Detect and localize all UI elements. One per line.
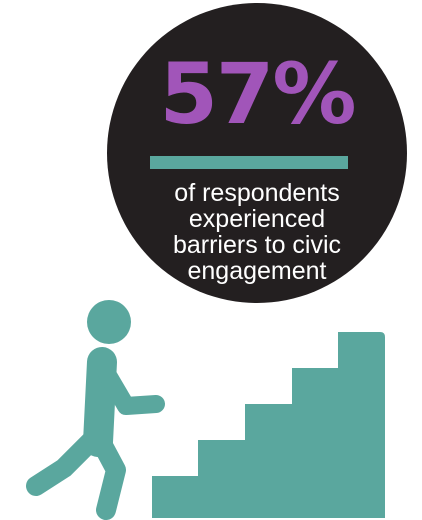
divider-rule bbox=[150, 156, 348, 169]
caption-line: of respondents bbox=[174, 179, 340, 207]
walking-person-icon bbox=[26, 300, 165, 520]
staircase-icon bbox=[152, 332, 385, 518]
stat-caption: of respondents experienced barriers to c… bbox=[107, 180, 407, 284]
stat-circle bbox=[107, 3, 407, 303]
caption-line: barriers to civic bbox=[172, 231, 342, 259]
caption-line: experienced bbox=[188, 205, 326, 233]
caption-line: engagement bbox=[187, 257, 327, 285]
person-head-icon bbox=[87, 300, 131, 344]
stat-value: 57% bbox=[159, 45, 356, 143]
